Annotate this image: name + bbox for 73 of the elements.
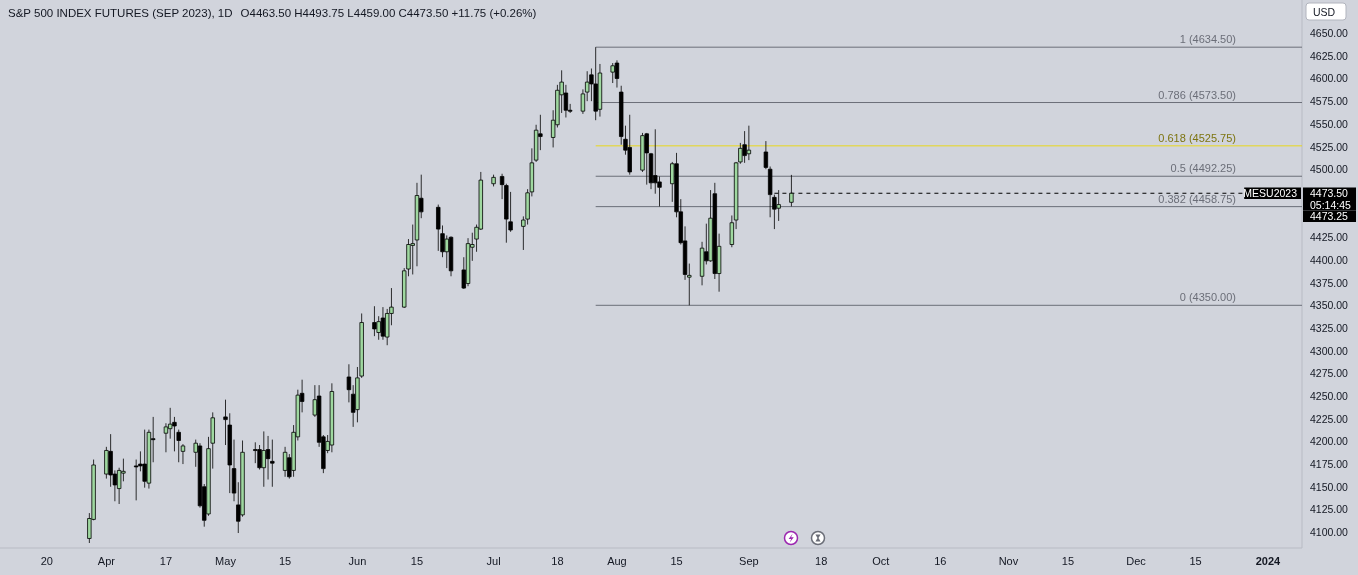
x-tick-label: Oct: [872, 555, 890, 567]
x-tick-label: Apr: [97, 555, 116, 567]
y-tick-label: 4600.00: [1310, 72, 1349, 85]
candlestick: [593, 46, 598, 121]
x-tick-label: Nov: [998, 555, 1019, 567]
candlestick: [142, 429, 147, 489]
candlestick: [270, 439, 275, 488]
y-tick-label: 4575.00: [1310, 95, 1349, 108]
x-tick-label: 16: [934, 555, 947, 567]
candlestick: [614, 59, 620, 88]
candlestick: [448, 235, 454, 277]
y-tick-label: 4525.00: [1310, 140, 1349, 153]
x-tick-label: May: [215, 555, 237, 567]
candlestick: [180, 443, 186, 465]
series-label: 0.5 (4492.25): [1170, 162, 1236, 175]
series-label: 0.382 (4458.75): [1158, 192, 1236, 205]
candlestick: [282, 446, 288, 478]
series-label: 0.618 (4525.75): [1158, 131, 1236, 144]
text: O4463.50 H4493.75 L4459.00 C4473.50 +11.75 (+0.26%): [240, 7, 537, 19]
y-tick-label: 4350.00: [1310, 299, 1349, 312]
y-tick-label: 4175.00: [1310, 458, 1349, 471]
x-tick-label: Dec: [1126, 555, 1147, 567]
series-label: 0 (4350.00): [1179, 291, 1236, 304]
y-tick-label: 4550.00: [1310, 117, 1349, 130]
x-tick-label: 15: [278, 555, 292, 567]
x-tick-label: 20: [40, 555, 53, 567]
candlestick: [261, 431, 266, 488]
x-tick-label: Jun: [348, 555, 367, 567]
y-tick-label: 4150.00: [1310, 480, 1349, 493]
y-tick-label: 4375.00: [1310, 276, 1349, 289]
candlestick: [789, 174, 794, 207]
y-tick-label: 4650.00: [1310, 27, 1349, 40]
series-label: 1 (4634.50): [1179, 33, 1236, 46]
x-tick-label: 17: [159, 555, 173, 567]
x-tick-label: 15: [410, 555, 424, 567]
candlestick: [380, 306, 386, 341]
x-tick-label: 15: [670, 555, 683, 567]
y-tick-label: 4400.00: [1310, 253, 1349, 266]
text: 4473.25: [1310, 210, 1349, 223]
text: 4473.50: [1310, 187, 1349, 200]
x-tick-label: 18: [815, 555, 828, 567]
y-tick-label: 4625.00: [1310, 49, 1349, 62]
annotation: MESU2023: [1243, 187, 1298, 200]
x-tick-label: Jul: [486, 555, 501, 567]
candlestick: [644, 132, 649, 186]
x-tick-label: 18: [551, 555, 564, 567]
y-tick-label: 4300.00: [1310, 344, 1349, 357]
candlestick: [746, 125, 752, 161]
y-tick-label: 4100.00: [1310, 526, 1349, 539]
y-tick-label: 4125.00: [1310, 503, 1349, 516]
x-tick-label: 2024: [1255, 555, 1282, 567]
candlestick: [491, 174, 496, 187]
x-tick-label: 15: [1061, 555, 1075, 567]
y-tick-label: 4425.00: [1310, 231, 1349, 244]
candlestick: [627, 114, 632, 176]
y-tick-label: 4225.00: [1310, 412, 1349, 425]
candlestick: [372, 305, 377, 337]
candlestick: [610, 62, 615, 84]
candlestick: [465, 237, 471, 287]
candlestick: [329, 382, 335, 453]
x-tick-label: Aug: [607, 555, 627, 567]
currency-button: USD: [1305, 2, 1347, 21]
text: 05:14:45: [1310, 198, 1352, 211]
y-tick-label: 4250.00: [1310, 390, 1349, 403]
y-tick-label: 4275.00: [1310, 367, 1349, 380]
series-label: 0.786 (4573.50): [1158, 88, 1236, 101]
y-tick-label: 4200.00: [1310, 435, 1349, 448]
candlestick: [742, 130, 747, 164]
text: S&P 500 INDEX FUTURES (SEP 2023), 1D: [8, 7, 233, 19]
x-tick-label: 15: [1189, 555, 1202, 567]
y-tick-label: 4500.00: [1310, 163, 1349, 176]
x-tick-label: Sep: [739, 555, 759, 567]
y-tick-label: 4325.00: [1310, 321, 1349, 334]
